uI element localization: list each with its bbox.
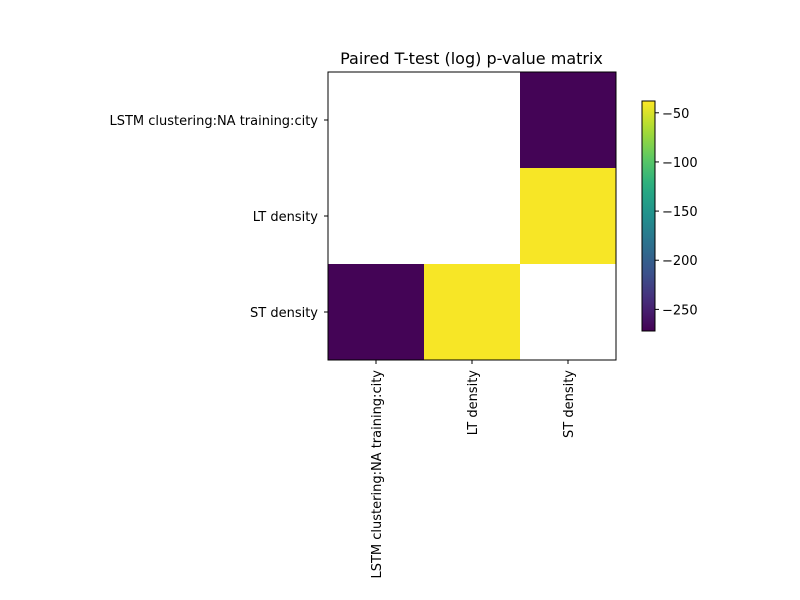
heatmap-cell [424,264,520,360]
heatmap-cell [328,72,424,168]
colorbar-gradient [641,100,656,332]
y-tick-label: LT density [253,210,318,225]
x-axis: LSTM clustering:NA training:city LT densi… [370,360,577,579]
y-tick-label: LSTM clustering:NA training:city [109,114,318,129]
heatmap-cell [520,264,616,360]
heatmap-cell [424,168,520,264]
heatmap-cell [424,72,520,168]
colorbar-tick-label: −100 [662,156,698,171]
chart-title: Paired T-test (log) p-value matrix [340,49,603,68]
heatmap-cell [520,72,616,168]
x-tick-label: LT density [466,370,481,435]
heatmap-cells [328,72,616,360]
y-axis: LSTM clustering:NA training:city LT densi… [109,114,328,321]
colorbar-tick-label: −200 [662,254,698,269]
x-tick-label: ST density [562,370,577,438]
heatmap-cell [328,264,424,360]
colorbar-tick-label: −50 [662,107,689,122]
heatmap-cell [328,168,424,264]
colorbar: −50 −100 −150 −200 −250 [641,100,698,332]
colorbar-tick-label: −150 [662,205,698,220]
y-tick-label: ST density [250,306,318,321]
heatmap-cell [520,168,616,264]
x-tick-label: LSTM clustering:NA training:city [370,370,385,579]
colorbar-tick-label: −250 [662,303,698,318]
